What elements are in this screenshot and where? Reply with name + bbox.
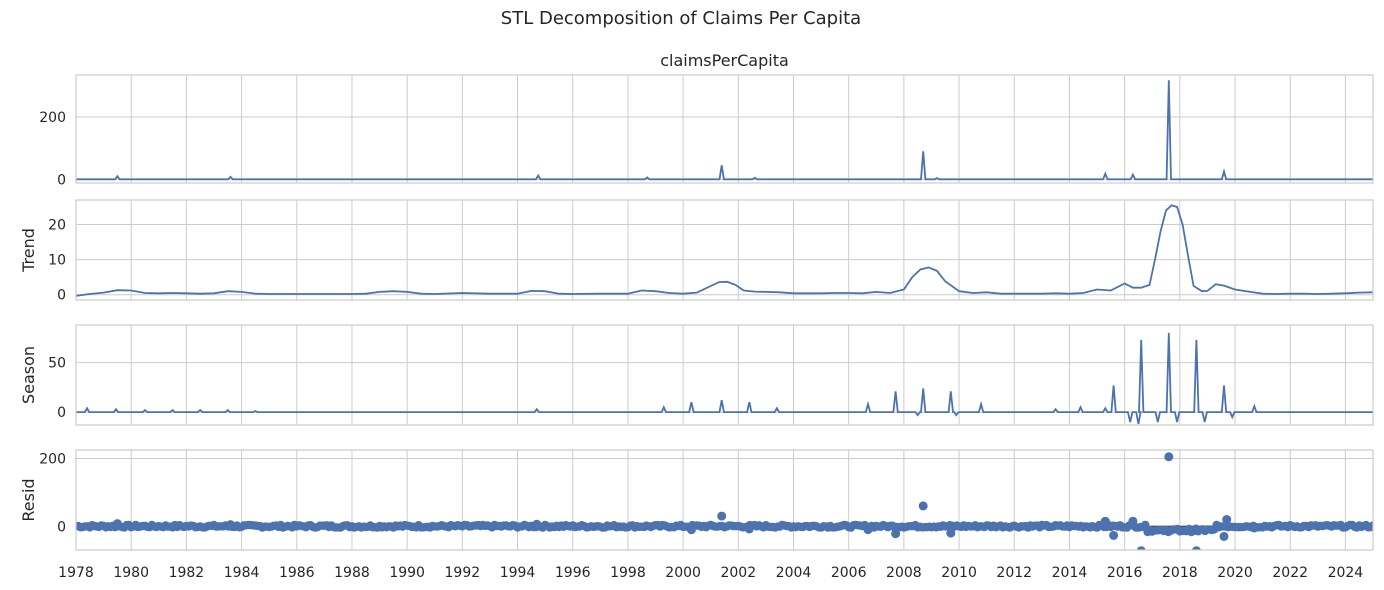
x-tick-label: 2016: [1107, 565, 1143, 581]
figure-title: STL Decomposition of Claims Per Capita: [501, 8, 861, 29]
plot-area: [76, 452, 1373, 550]
resid-outlier-point: [946, 528, 956, 538]
x-tick-label: 2020: [1217, 565, 1253, 581]
plot-area: [76, 80, 1373, 181]
y-axis-label: Season: [19, 346, 38, 404]
panel-frame: [75, 199, 1374, 301]
plot-area: [76, 332, 1373, 425]
y-tick-label: 0: [57, 288, 66, 304]
panel-frame: [75, 74, 1374, 184]
resid-outlier-point: [744, 524, 754, 534]
y-tick-label: 0: [57, 405, 66, 421]
x-tick-label: 1990: [389, 565, 425, 581]
resid-outlier-point: [1191, 546, 1201, 550]
y-axis-label: Resid: [19, 478, 38, 521]
resid-outlier-point: [1249, 523, 1259, 533]
resid-point: [1368, 521, 1373, 530]
resid-outlier-point: [717, 511, 727, 521]
x-tick-label: 1986: [279, 565, 315, 581]
y-tick-label: 0: [57, 172, 66, 188]
panel-3: 0 50 Season: [19, 324, 1374, 426]
y-tick-label: 200: [39, 110, 66, 126]
y-tick-label: 0: [57, 519, 66, 535]
resid-outlier-point: [226, 520, 235, 530]
x-tick-label: 2002: [720, 565, 756, 581]
resid-outlier-point: [1164, 452, 1174, 462]
resid-outlier-point: [918, 501, 928, 511]
x-tick-label: 2000: [665, 565, 701, 581]
resid-outlier-point: [112, 519, 122, 529]
panel-frame: [75, 449, 1374, 551]
resid-outlier-point: [686, 525, 696, 535]
resid-outlier-point: [1100, 516, 1110, 526]
y-tick-label: 200: [39, 451, 66, 467]
y-tick-label: 20: [48, 218, 66, 234]
x-tick-label: 2004: [776, 565, 812, 581]
x-tick-label: 1994: [500, 565, 536, 581]
y-tick-label: 50: [48, 356, 66, 372]
resid-outlier-point: [1136, 546, 1146, 550]
panel-frame: [75, 324, 1374, 426]
panel-title: claimsPerCapita: [660, 51, 789, 70]
x-tick-label: 1980: [113, 565, 149, 581]
x-tick-label: 2018: [1162, 565, 1198, 581]
x-tick-label: 2022: [1272, 565, 1308, 581]
season-line: [76, 332, 1373, 425]
resid-outlier-point: [863, 525, 873, 535]
plot-area: [76, 204, 1373, 297]
x-tick-label: 2024: [1328, 565, 1364, 581]
observed-line: [76, 80, 1373, 181]
trend-line: [76, 204, 1373, 297]
resid-outlier-point: [891, 529, 901, 539]
x-tick-label: 1992: [445, 565, 481, 581]
x-tick-label: 2008: [886, 565, 922, 581]
x-tick-label: 1996: [555, 565, 591, 581]
panel-1: 0 200 claimsPerCapita: [39, 51, 1374, 188]
x-tick-label: 2006: [831, 565, 867, 581]
resid-outlier-point: [1219, 531, 1229, 541]
x-tick-label: 1978: [58, 565, 94, 581]
resid-outlier-point: [1109, 530, 1119, 540]
x-tick-label: 1982: [169, 565, 205, 581]
x-tick-label: 1984: [224, 565, 260, 581]
x-tick-label: 2012: [996, 565, 1032, 581]
x-tick-label: 2014: [1052, 565, 1088, 581]
panel-2: 0 10 20 Trend: [19, 199, 1374, 304]
y-axis-label: Trend: [19, 228, 38, 273]
resid-outlier-point: [532, 519, 542, 529]
y-tick-label: 10: [48, 253, 66, 269]
x-tick-label: 1988: [334, 565, 370, 581]
x-tick-label: 1998: [610, 565, 646, 581]
resid-outlier-point: [1128, 516, 1138, 526]
resid-outlier-point: [1222, 515, 1232, 524]
x-tick-label: 2010: [941, 565, 977, 581]
